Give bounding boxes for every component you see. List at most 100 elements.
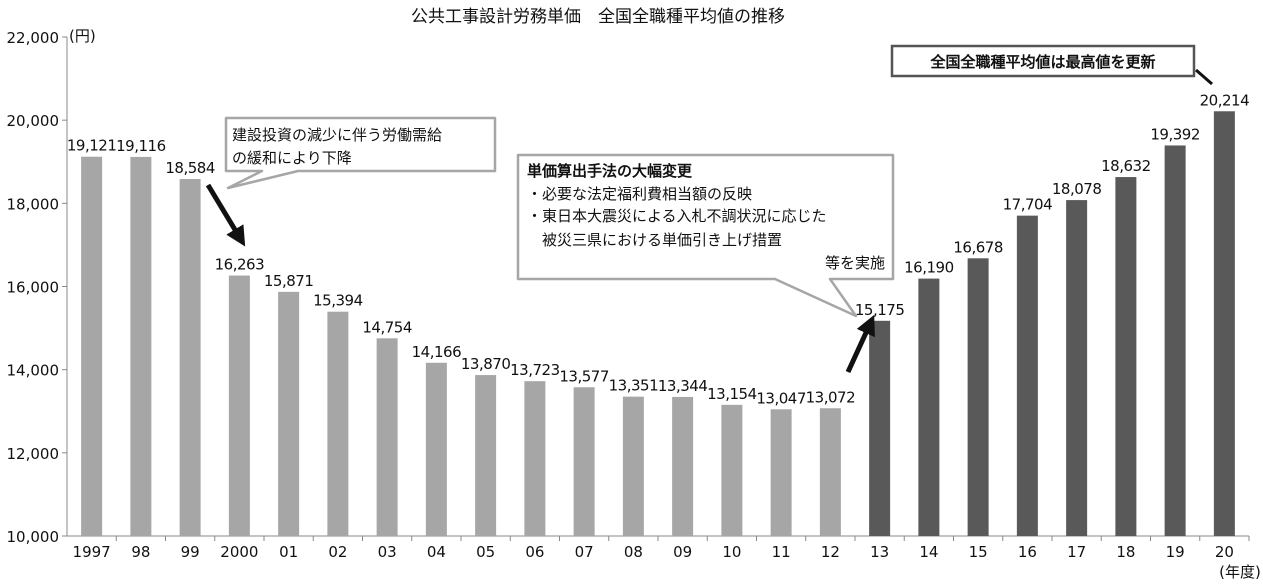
- callout-method-line-3: 被災三県における単価引き上げ措置: [527, 231, 782, 249]
- data-label-14: 16,190: [904, 259, 954, 277]
- x-tick-label-04: 04: [427, 543, 446, 561]
- bar-19: [1164, 145, 1186, 536]
- x-tick-label-02: 02: [328, 543, 347, 561]
- data-label-18: 18,632: [1101, 157, 1151, 175]
- y-tick-label: 14,000: [7, 362, 60, 380]
- data-label-2000: 16,263: [215, 256, 265, 274]
- data-label-06: 13,723: [510, 361, 560, 379]
- bar-18: [1115, 177, 1137, 536]
- x-tick-label-20: 20: [1215, 543, 1234, 561]
- y-tick-label: 18,000: [7, 195, 60, 213]
- x-tick-label-11: 11: [772, 543, 791, 561]
- callout-decline-line-2: の緩和により下降: [232, 149, 352, 167]
- bar-05: [475, 375, 497, 536]
- data-label-20: 20,214: [1200, 91, 1250, 109]
- bar-15: [967, 258, 989, 536]
- callout-method-box: [516, 153, 895, 318]
- x-tick-label-1997: 1997: [73, 543, 111, 561]
- arrow-decline: [205, 183, 246, 247]
- x-tick-label-12: 12: [821, 543, 840, 561]
- y-tick-label: 20,000: [7, 112, 60, 130]
- callout-method: 単価算出手法の大幅変更 ・必要な法定福利費相当額の反映 ・東日本大震災による入札…: [516, 153, 895, 318]
- callout-method-line-1: ・必要な法定福利費相当額の反映: [527, 185, 752, 203]
- chart-title: 公共工事設計労務単価 全国全職種平均値の推移: [411, 7, 785, 27]
- data-label-12: 13,072: [806, 388, 856, 406]
- bars: [81, 111, 1235, 537]
- bar-16: [1016, 215, 1038, 536]
- x-tick-label-01: 01: [279, 543, 298, 561]
- data-label-01: 15,871: [264, 272, 314, 290]
- bar-99: [179, 179, 201, 537]
- y-tick-label: 22,000: [7, 29, 60, 47]
- arrow-record: [1195, 68, 1213, 86]
- bar-09: [672, 396, 694, 536]
- callout-decline: 建設投資の減少に伴う労働需給 の緩和により下降: [224, 116, 497, 190]
- x-tick-label-98: 98: [131, 543, 150, 561]
- x-tick-label-16: 16: [1018, 543, 1037, 561]
- bar-1997: [81, 156, 103, 536]
- bar-04: [425, 362, 447, 536]
- data-label-98: 19,116: [116, 137, 166, 155]
- callout-decline-line-1: 建設投資の減少に伴う労働需給: [232, 126, 442, 144]
- x-tick-label-18: 18: [1116, 543, 1135, 561]
- data-label-02: 15,394: [313, 292, 363, 310]
- bar-98: [130, 156, 152, 536]
- callout-decline-box: [224, 116, 497, 190]
- callout-record-box: [890, 44, 1196, 78]
- x-tick-label-05: 05: [476, 543, 495, 561]
- bar-03: [376, 338, 398, 536]
- y-tick-label: 12,000: [7, 445, 60, 463]
- bar-06: [524, 381, 546, 536]
- bar-12: [819, 408, 841, 536]
- x-tick-label-19: 19: [1166, 543, 1185, 561]
- callout-record: 全国全職種平均値は最高値を更新: [890, 44, 1196, 78]
- data-label-08: 13,351: [609, 377, 659, 395]
- data-label-11: 13,047: [756, 389, 806, 407]
- bar-20: [1213, 111, 1235, 537]
- bar-13: [869, 320, 891, 536]
- x-tick-label-2000: 2000: [220, 543, 258, 561]
- data-label-99: 18,584: [165, 159, 215, 177]
- x-tick-label-17: 17: [1067, 543, 1086, 561]
- x-tick-label-06: 06: [525, 543, 544, 561]
- y-tick-label: 16,000: [7, 279, 60, 297]
- bar-17: [1066, 200, 1088, 536]
- x-tick-label-07: 07: [575, 543, 594, 561]
- bar-11: [770, 409, 792, 536]
- data-label-04: 14,166: [412, 343, 462, 361]
- data-label-09: 13,344: [658, 377, 708, 395]
- bar-10: [721, 404, 743, 536]
- x-tick-labels: 1997 98 99 2000 01 02 03 04 05 06 07 08 09 10 11 12 13 14…: [73, 536, 1250, 561]
- bar-08: [622, 396, 644, 536]
- data-label-17: 18,078: [1052, 180, 1102, 198]
- x-tick-label-15: 15: [969, 543, 988, 561]
- data-label-10: 13,154: [707, 385, 757, 403]
- y-tick-label: 10,000: [7, 528, 60, 546]
- x-tick-label-99: 99: [181, 543, 200, 561]
- bar-07: [573, 387, 595, 536]
- data-label-05: 13,870: [461, 355, 511, 373]
- bar-2000: [228, 275, 250, 536]
- x-tick-label-13: 13: [870, 543, 889, 561]
- data-label-16: 17,704: [1003, 196, 1053, 214]
- y-axis-unit: (円): [69, 27, 96, 45]
- callout-method-line-2: ・東日本大震災による入札不調状況に応じた: [527, 207, 827, 225]
- bar-14: [918, 278, 940, 536]
- bar-02: [327, 311, 349, 536]
- x-tick-label-14: 14: [919, 543, 938, 561]
- data-label-03: 14,754: [362, 318, 412, 336]
- x-axis-unit: (年度): [1219, 563, 1261, 581]
- data-label-07: 13,577: [559, 367, 609, 385]
- y-ticks: 10,000 12,000 14,000 16,000 18,000 20,000 22,0…: [7, 29, 67, 546]
- callout-record-text: 全国全職種平均値は最高値を更新: [929, 53, 1155, 71]
- x-tick-label-09: 09: [673, 543, 692, 561]
- x-tick-label-10: 10: [722, 543, 741, 561]
- data-label-15: 16,678: [953, 238, 1003, 256]
- callout-method-title: 単価算出手法の大幅変更: [527, 162, 693, 180]
- data-label-1997: 19,121: [67, 137, 117, 155]
- data-label-13: 15,175: [855, 301, 905, 319]
- callout-method-line-4: 等を実施: [825, 254, 885, 272]
- bar-01: [278, 291, 300, 536]
